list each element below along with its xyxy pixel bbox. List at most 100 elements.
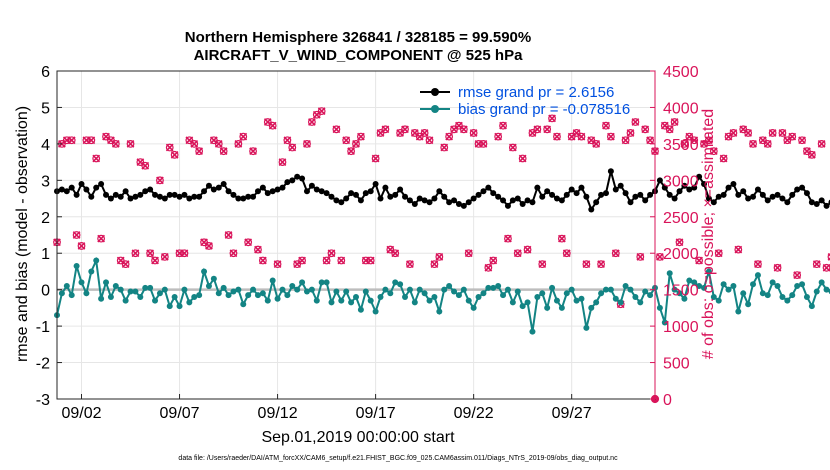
obs-assimilated-point bbox=[798, 136, 806, 145]
obs-possible-point bbox=[268, 121, 277, 130]
obs-possible-point bbox=[425, 136, 434, 145]
obs-possible-point bbox=[778, 129, 787, 137]
obs-assimilated-point bbox=[455, 121, 463, 130]
obs-possible-point bbox=[312, 110, 321, 119]
rmse-point bbox=[455, 201, 462, 208]
obs-assimilated-point bbox=[180, 249, 189, 258]
obs-possible-point bbox=[479, 139, 488, 148]
bias-point bbox=[534, 293, 541, 300]
bias-point bbox=[431, 293, 438, 300]
bias-point bbox=[411, 299, 418, 306]
obs-possible-point bbox=[504, 234, 512, 243]
rmse-point bbox=[563, 191, 570, 198]
right-tick-label: 2000 bbox=[663, 246, 699, 263]
obs-possible-point bbox=[283, 136, 292, 145]
bias-point bbox=[627, 286, 634, 293]
obs-possible-point bbox=[533, 125, 542, 134]
obs-possible-point bbox=[415, 132, 424, 141]
obs-possible-point bbox=[827, 253, 830, 261]
rmse-point bbox=[593, 199, 600, 206]
obs-possible-point bbox=[513, 249, 522, 258]
rmse-point bbox=[250, 193, 257, 200]
bias-point bbox=[774, 283, 781, 290]
rmse-point bbox=[254, 188, 261, 195]
rmse-point bbox=[730, 180, 737, 187]
y-axis-left-label: rmse and bias (model - observation) bbox=[14, 106, 31, 362]
rmse-point bbox=[152, 191, 159, 198]
obs-possible-point bbox=[386, 245, 395, 254]
bias-point bbox=[264, 297, 271, 304]
rmse-point bbox=[627, 199, 634, 206]
rmse-point bbox=[656, 177, 663, 184]
left-tick-label: 5 bbox=[41, 100, 50, 117]
bias-point bbox=[313, 297, 320, 304]
rmse-point bbox=[745, 195, 752, 202]
bias-point bbox=[372, 308, 379, 315]
obs-possible-point bbox=[116, 256, 125, 265]
bias-point bbox=[269, 277, 276, 284]
obs-assimilated-point bbox=[273, 260, 282, 269]
obs-possible-point bbox=[102, 132, 110, 141]
rmse-point bbox=[127, 195, 134, 202]
bias-point bbox=[539, 290, 546, 297]
obs-possible-point bbox=[729, 129, 738, 137]
obs-assimilated-point bbox=[415, 132, 424, 141]
left-tick-label: 3 bbox=[41, 173, 50, 190]
bias-point bbox=[161, 286, 168, 293]
obs-possible-point bbox=[793, 271, 802, 279]
rmse-point bbox=[259, 184, 266, 191]
obs-possible-point bbox=[156, 176, 164, 185]
obs-assimilated-point bbox=[714, 249, 723, 258]
legend-bias-label: bias grand pr = -0.078516 bbox=[458, 101, 630, 118]
obs-possible-point bbox=[303, 139, 311, 148]
obs-assimilated-point bbox=[695, 256, 703, 265]
obs-assimilated-point bbox=[734, 245, 743, 254]
bias-point bbox=[171, 293, 178, 300]
left-tick-label: 0 bbox=[41, 283, 50, 300]
bias-point bbox=[573, 297, 580, 304]
bias-point bbox=[475, 293, 482, 300]
bias-point bbox=[68, 292, 75, 299]
bias-point bbox=[122, 297, 129, 304]
obs-assimilated-point bbox=[440, 143, 449, 152]
rmse-point bbox=[534, 184, 541, 191]
bias-point bbox=[583, 324, 590, 331]
obs-assimilated-point bbox=[77, 242, 86, 250]
obs-assimilated-point bbox=[386, 245, 395, 254]
obs-assimilated-point bbox=[401, 125, 409, 134]
rmse-point bbox=[769, 193, 776, 200]
bias-point bbox=[681, 295, 688, 302]
bias-point bbox=[235, 286, 242, 293]
rmse-point bbox=[171, 191, 178, 198]
obs-possible-point bbox=[396, 129, 405, 137]
obs-assimilated-point bbox=[817, 140, 826, 148]
rmse-point bbox=[382, 184, 389, 191]
bias-point bbox=[789, 292, 796, 299]
obs-assimilated-point bbox=[239, 132, 248, 141]
bias-point bbox=[250, 286, 257, 293]
rmse-point bbox=[504, 202, 511, 209]
obs-assimilated-point bbox=[430, 260, 439, 269]
obs-assimilated-point bbox=[700, 140, 708, 148]
obs-possible-point bbox=[170, 150, 179, 159]
bias-point bbox=[647, 292, 654, 299]
obs-assimilated-point bbox=[803, 147, 811, 156]
obs-assimilated-point bbox=[592, 140, 601, 148]
x-tick-label: 09/12 bbox=[258, 405, 298, 422]
rmse-point bbox=[549, 191, 556, 198]
rmse-point bbox=[406, 197, 413, 204]
obs-possible-point bbox=[660, 121, 669, 130]
obs-assimilated-point bbox=[116, 256, 125, 265]
rmse-point bbox=[705, 195, 712, 202]
obs-assimilated-point bbox=[435, 253, 444, 261]
rmse-point bbox=[573, 190, 580, 197]
obs-possible-point bbox=[464, 249, 473, 258]
obs-assimilated-point bbox=[337, 256, 346, 265]
obs-assimilated-point bbox=[136, 158, 145, 166]
obs-possible-point bbox=[254, 245, 262, 254]
bias-point bbox=[421, 290, 428, 297]
left-tick-label: -3 bbox=[36, 392, 50, 409]
bias-point bbox=[588, 304, 595, 311]
obs-assimilated-point bbox=[391, 249, 400, 258]
bias-point bbox=[132, 288, 139, 295]
